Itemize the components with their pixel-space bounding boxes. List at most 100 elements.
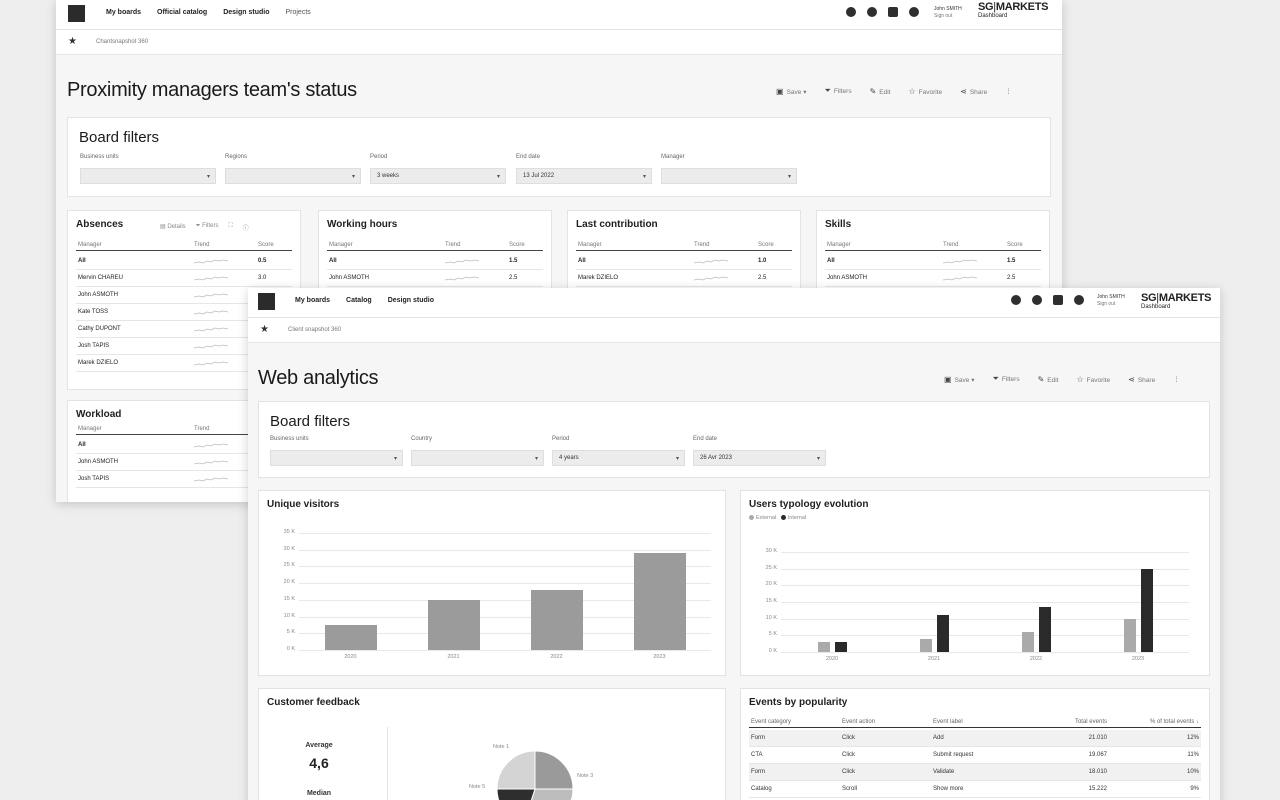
bar-internal-2022[interactable] (1038, 607, 1051, 652)
bar-internal-2020[interactable] (834, 642, 847, 652)
user-icon[interactable] (909, 7, 919, 17)
share-button[interactable]: ⋖ Share (1128, 375, 1155, 384)
filter-business-units[interactable]: ▾ (270, 450, 403, 466)
save-button[interactable]: ▣ Save ▾ (944, 374, 975, 384)
col-pct-total-events[interactable]: % of total events ↓ (1149, 719, 1199, 725)
score-value: 1.5 (1007, 258, 1016, 264)
table-row[interactable]: Form Click Validate 18.010 10% (749, 764, 1201, 781)
edit-button[interactable]: ✎ Edit (1038, 375, 1059, 384)
table-row[interactable]: John ASMOTH (76, 287, 292, 304)
table-row[interactable]: Cathy DUPONT (76, 321, 292, 338)
user-info[interactable]: John SMITH Sign out (1097, 294, 1125, 308)
table-row[interactable]: John ASMOTH (76, 454, 292, 471)
bar-external-2022[interactable] (1021, 632, 1034, 652)
unique-visitors-title: Unique visitors (267, 499, 340, 510)
filter-period[interactable]: 3 weeks ▾ (370, 168, 506, 184)
favorite-button[interactable]: ☆ Favorite (908, 87, 942, 96)
filters-label: Filters (833, 88, 852, 95)
bar-2022[interactable] (530, 589, 583, 650)
app-logo[interactable] (258, 293, 275, 310)
filters-button[interactable]: ⏷ Filters (824, 86, 851, 96)
table-row[interactable]: All 1.5 (825, 253, 1041, 270)
table-row[interactable]: Mervin CHAREU 3.0 (76, 270, 292, 287)
help-icon[interactable] (867, 7, 877, 17)
pie-slice[interactable] (523, 788, 574, 800)
pie-slice[interactable] (496, 788, 536, 800)
more-menu-icon[interactable]: ⋮ (1005, 88, 1012, 95)
table-row[interactable]: Marek DZIELO (76, 355, 292, 372)
table-row[interactable]: All 0.5 (76, 253, 292, 270)
details-button[interactable]: ▤ Details (160, 224, 186, 230)
table-row[interactable]: All (76, 437, 292, 454)
cell-label: Submit request (933, 752, 974, 758)
filter-period[interactable]: 4 years ▾ (552, 450, 685, 466)
filter-manager[interactable]: ▾ (661, 168, 797, 184)
nav-catalog[interactable]: Catalog (346, 297, 372, 304)
table-row[interactable]: Form Click Add 21.010 12% (749, 730, 1201, 747)
table-row[interactable]: Catalog Scroll Show more 15.222 9% (749, 781, 1201, 798)
breadcrumb[interactable]: Client snapshot 360 (288, 327, 342, 333)
filter-end-date[interactable]: 26 Avr 2023 ▾ (693, 450, 826, 466)
apps-grid-icon[interactable] (1053, 295, 1063, 305)
pie-slice[interactable] (534, 750, 574, 790)
user-info[interactable]: John SMITH Sign out (934, 6, 962, 20)
table-row[interactable]: Marek DZIELO 2.5 (576, 270, 792, 287)
table-row[interactable]: Josh TAPIS (76, 338, 292, 355)
table-row[interactable]: Josh TAPIS (76, 471, 292, 488)
info-icon[interactable]: ⓘ (242, 226, 249, 232)
nav-my-boards[interactable]: My boards (106, 9, 142, 16)
table-row[interactable]: All 1.5 (327, 253, 543, 270)
help-icon[interactable] (1032, 295, 1042, 305)
pie-slice[interactable] (496, 750, 536, 790)
nav-projects[interactable]: Projects (285, 9, 311, 16)
star-icon[interactable]: ★ (260, 324, 269, 335)
bar-internal-2023[interactable] (1140, 568, 1153, 652)
col-total-events[interactable]: Total events (1074, 719, 1107, 725)
table-row[interactable]: John ASMOTH 2.5 (825, 270, 1041, 287)
bar-2020[interactable] (324, 624, 377, 650)
table-row[interactable]: Kate TOSS (76, 304, 292, 321)
bar-external-2020[interactable] (817, 642, 830, 652)
bar-2023[interactable] (633, 553, 686, 650)
gear-icon[interactable] (1011, 295, 1021, 305)
filter-country[interactable]: ▾ (411, 450, 544, 466)
nav-official-catalog[interactable]: Official catalog (157, 9, 208, 16)
bar-2021[interactable] (427, 599, 480, 650)
gear-icon[interactable] (846, 7, 856, 17)
star-icon[interactable]: ★ (68, 36, 77, 47)
col-event-category[interactable]: Event category (751, 719, 792, 725)
table-row[interactable]: John ASMOTH 2.5 (327, 270, 543, 287)
bar-external-2021[interactable] (919, 638, 932, 652)
nav-design-studio[interactable]: Design studio (223, 9, 270, 16)
filter-value: 13 Jul 2022 (523, 173, 555, 179)
legend-external[interactable]: External (749, 515, 776, 521)
nav-design-studio[interactable]: Design studio (387, 297, 434, 304)
bar-internal-2021[interactable] (936, 615, 949, 652)
edit-button[interactable]: ✎ Edit (870, 87, 891, 96)
breadcrumb[interactable]: Chantsnapshot 360 (96, 39, 149, 45)
filters-button[interactable]: ⏷ Filters (195, 223, 219, 229)
filters-button[interactable]: ⏷ Filters (992, 374, 1019, 384)
filter-business-units[interactable]: ▾ (80, 168, 216, 184)
apps-grid-icon[interactable] (888, 7, 898, 17)
nav-my-boards[interactable]: My boards (295, 297, 331, 304)
page-actions: ▣ Save ▾ ⏷ Filters ✎ Edit ☆ Favorite ⋖ Share … (944, 374, 1180, 384)
app-logo[interactable] (68, 5, 85, 22)
share-button[interactable]: ⋖ Share (960, 87, 987, 96)
sign-out-link[interactable]: Sign out (1097, 301, 1116, 307)
col-event-action[interactable]: Event action (842, 719, 876, 725)
favorite-button[interactable]: ☆ Favorite (1076, 375, 1110, 384)
more-menu-icon[interactable]: ⋮ (1173, 376, 1180, 383)
bar-external-2023[interactable] (1123, 618, 1136, 652)
x-tick-label: 2022 (550, 654, 563, 660)
legend-internal[interactable]: Internal (780, 515, 806, 521)
table-row[interactable]: All 1.0 (576, 253, 792, 270)
filter-end-date[interactable]: 13 Jul 2022 ▾ (516, 168, 652, 184)
user-icon[interactable] (1074, 295, 1084, 305)
filter-regions[interactable]: ▾ (225, 168, 361, 184)
table-row[interactable]: CTA Click Submit request 19.067 11% (749, 747, 1201, 764)
col-event-label[interactable]: Event label (933, 719, 963, 725)
sign-out-link[interactable]: Sign out (934, 13, 953, 19)
expand-icon[interactable]: ⛶ (228, 223, 233, 229)
save-button[interactable]: ▣ Save ▾ (776, 86, 807, 96)
